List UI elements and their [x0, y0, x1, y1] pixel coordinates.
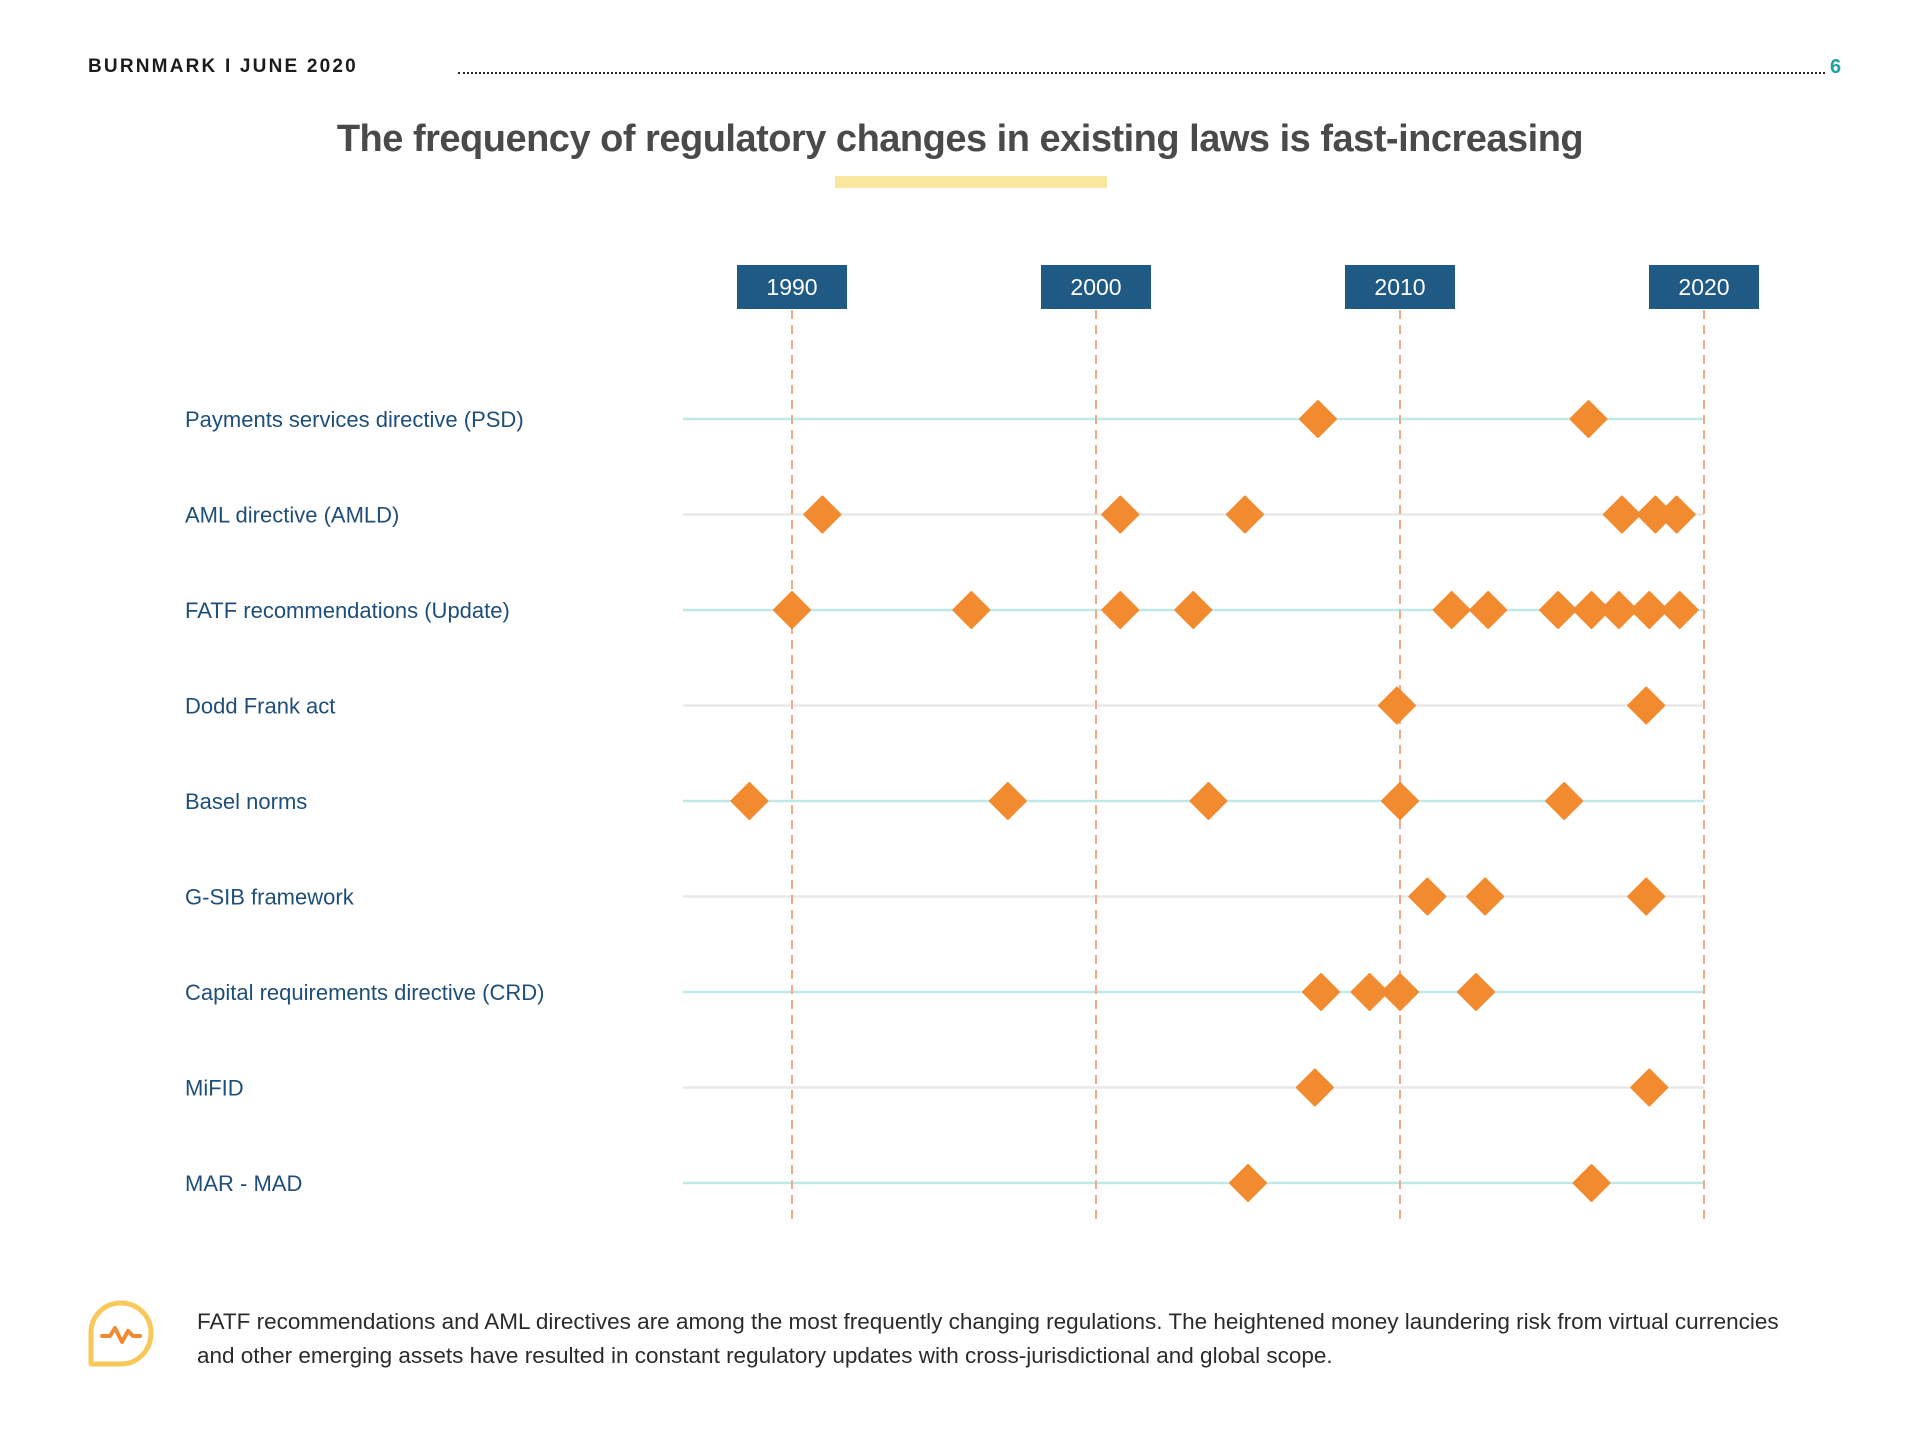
event-marker: [1381, 973, 1419, 1011]
year-box-2010: [1345, 265, 1455, 309]
row-label: AML directive (AMLD): [185, 503, 399, 528]
event-marker: [1174, 591, 1213, 629]
event-marker: [773, 591, 811, 629]
year-box-2000: [1041, 265, 1151, 309]
event-marker: [1569, 400, 1608, 438]
event-marker: [1408, 877, 1447, 916]
row-label: Dodd Frank act: [185, 694, 335, 719]
year-label-2020: 2020: [1678, 274, 1729, 300]
event-marker: [1225, 495, 1264, 534]
row-label: MiFID: [185, 1076, 244, 1101]
alert-chart-bubble-icon: [88, 1300, 154, 1367]
event-marker: [1630, 591, 1669, 629]
event-marker: [1657, 495, 1696, 534]
page-number: 6: [1830, 56, 1842, 78]
event-marker: [1572, 591, 1611, 629]
event-marker: [1101, 495, 1140, 534]
event-marker: [1298, 400, 1337, 438]
page-title: The frequency of regulatory changes in e…: [336, 118, 1584, 160]
event-marker: [1381, 782, 1419, 820]
event-marker: [1229, 1164, 1267, 1202]
event-marker: [988, 782, 1027, 820]
event-marker: [1572, 1164, 1611, 1202]
event-marker: [1466, 877, 1505, 916]
row-label: MAR - MAD: [185, 1171, 302, 1196]
year-label-2000: 2000: [1070, 274, 1121, 300]
year-box-1990: [737, 265, 847, 309]
row-label: FATF recommendations (Update): [185, 598, 510, 623]
row-label: Payments services directive (PSD): [185, 407, 524, 432]
event-marker: [952, 591, 991, 629]
event-marker: [1602, 495, 1641, 534]
event-marker: [1539, 591, 1578, 629]
title-underline: [835, 176, 1107, 188]
event-marker: [730, 782, 769, 820]
event-marker: [1377, 686, 1416, 725]
event-marker: [1469, 591, 1508, 629]
year-label-1990: 1990: [766, 274, 817, 300]
year-box-2020: [1649, 265, 1759, 309]
event-marker: [1189, 782, 1228, 820]
event-marker: [803, 495, 842, 534]
event-marker: [1350, 973, 1389, 1011]
regulatory-timeline-chart: 1990 2000 2010 2020 Payments services direct…: [185, 265, 1759, 1222]
year-label-2010: 2010: [1374, 274, 1425, 300]
event-marker: [1599, 591, 1638, 629]
row-label: Basel norms: [185, 789, 307, 814]
event-marker: [1630, 1068, 1669, 1107]
event-marker: [1457, 973, 1495, 1011]
row-label: Capital requirements directive (CRD): [185, 980, 544, 1005]
header-dotted-divider: [458, 72, 1825, 74]
event-marker: [1301, 973, 1340, 1011]
event-marker: [1660, 591, 1699, 629]
event-marker: [1101, 591, 1140, 629]
event-marker: [1627, 877, 1666, 916]
event-marker: [1295, 1068, 1334, 1107]
row-label: G-SIB framework: [185, 885, 355, 910]
header-brand-date: BURNMARK I JUNE 2020: [88, 56, 358, 77]
footer-note: FATF recommendations and AML directives …: [197, 1309, 1779, 1368]
event-marker: [1627, 686, 1666, 725]
event-marker: [1432, 591, 1471, 629]
event-marker: [1545, 782, 1584, 820]
